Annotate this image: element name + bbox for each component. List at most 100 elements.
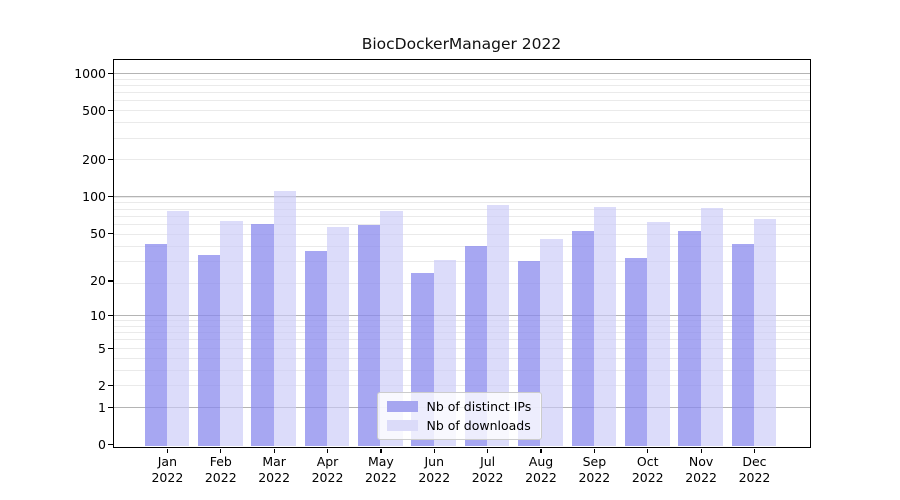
x-tick-label: Feb 2022	[204, 454, 237, 485]
bar-downloads-nov	[700, 207, 723, 447]
y-tick-mark	[108, 384, 113, 387]
x-tick-label: May 2022	[364, 454, 397, 485]
minor-grid-line	[113, 208, 810, 210]
minor-grid-line	[113, 78, 810, 80]
bar-downloads-jul	[487, 204, 510, 447]
x-tick-label: Oct 2022	[631, 454, 664, 485]
y-tick-mark	[108, 315, 113, 317]
x-tick-mark	[326, 448, 329, 453]
y-tick-label: 200	[82, 152, 106, 168]
x-tick-mark	[753, 448, 756, 453]
major-grid-line	[113, 72, 810, 74]
x-tick-mark	[433, 448, 435, 453]
x-tick-mark	[166, 448, 169, 453]
minor-grid-line	[113, 84, 810, 86]
legend-label-downloads: Nb of downloads	[426, 417, 531, 433]
x-tick-label: Jul 2022	[471, 454, 504, 485]
bar-downloads-may	[380, 210, 403, 447]
bar-distinct-ips-mar	[251, 224, 274, 447]
minor-grid-line	[113, 347, 810, 349]
y-tick-label: 20	[90, 273, 106, 289]
bar-downloads-aug	[540, 239, 563, 447]
minor-grid-line	[113, 332, 810, 334]
bar-downloads-oct	[647, 222, 670, 447]
bar-downloads-dec	[753, 218, 777, 447]
bar-distinct-ips-sep	[571, 230, 594, 447]
y-tick-label: 5	[98, 340, 106, 356]
y-tick-mark	[108, 347, 113, 349]
x-tick-mark	[593, 448, 596, 453]
y-tick-mark	[108, 406, 113, 408]
x-tick-label: Apr 2022	[311, 454, 344, 485]
bar-downloads-mar	[273, 190, 296, 447]
y-tick-mark	[108, 195, 113, 198]
x-tick-label: Dec 2022	[738, 454, 771, 485]
minor-grid-line	[113, 202, 810, 204]
grid-layer	[113, 60, 810, 447]
x-tick-label: Nov 2022	[685, 454, 717, 485]
x-tick-label: Mar 2022	[258, 454, 291, 485]
y-tick-label: 1	[98, 399, 106, 415]
minor-grid-line	[113, 122, 810, 124]
bars-layer	[114, 60, 810, 447]
minor-grid-line	[113, 137, 810, 139]
legend-item-downloads: Nb of downloads	[386, 417, 532, 433]
bar-downloads-feb	[220, 220, 243, 447]
x-tick-mark	[647, 448, 649, 453]
bar-distinct-ips-oct	[624, 257, 648, 447]
minor-grid-line	[113, 245, 810, 247]
chart-title: BiocDockerManager 2022	[361, 35, 562, 53]
y-tick-label: 500	[82, 103, 106, 119]
bar-distinct-ips-may	[358, 224, 381, 447]
bar-distinct-ips-jan	[144, 244, 167, 447]
y-tick-label: 50	[90, 225, 106, 241]
y-tick-label: 10	[90, 308, 106, 324]
minor-grid-line	[113, 283, 810, 285]
major-grid-line	[113, 196, 810, 198]
bar-distinct-ips-dec	[731, 244, 754, 447]
y-tick-mark	[108, 158, 113, 161]
minor-grid-line	[113, 110, 810, 112]
legend-label-distinct-ips: Nb of distinct IPs	[426, 398, 532, 414]
x-tick-mark	[220, 448, 222, 453]
x-tick-label: Jan 2022	[151, 454, 184, 485]
y-tick-mark	[108, 280, 113, 282]
x-tick-label: Aug 2022	[525, 454, 557, 485]
bar-distinct-ips-feb	[197, 254, 221, 447]
x-tick-mark	[700, 448, 702, 453]
bar-downloads-apr	[327, 226, 350, 447]
minor-grid-line	[113, 224, 810, 226]
y-tick-mark	[108, 443, 113, 446]
y-tick-label: 2	[98, 377, 106, 393]
x-tick-mark	[380, 448, 382, 453]
x-tick-mark	[487, 448, 489, 453]
y-tick-mark	[108, 109, 113, 112]
minor-grid-line	[113, 357, 810, 359]
bar-distinct-ips-nov	[678, 230, 701, 447]
minor-grid-line	[113, 233, 810, 235]
minor-grid-line	[113, 215, 810, 217]
legend-swatch-downloads	[386, 419, 418, 431]
y-tick-mark	[108, 72, 113, 75]
minor-grid-line	[113, 320, 810, 322]
x-tick-mark	[540, 448, 542, 453]
y-tick-label: 100	[82, 189, 106, 205]
y-tick-mark	[108, 232, 113, 234]
x-tick-mark	[273, 448, 275, 453]
minor-grid-line	[113, 100, 810, 102]
y-tick-label: 0	[98, 437, 106, 452]
minor-grid-line	[113, 92, 810, 94]
minor-grid-line	[113, 369, 810, 371]
minor-grid-line	[113, 384, 810, 386]
legend-swatch-distinct-ips	[386, 400, 418, 412]
plot-area: Nb of distinct IPs Nb of downloads	[112, 58, 811, 448]
bar-downloads-jan	[166, 211, 190, 447]
minor-grid-line	[113, 196, 810, 198]
minor-grid-line	[113, 159, 810, 161]
legend: Nb of distinct IPs Nb of downloads	[376, 391, 543, 440]
bar-downloads-sep	[593, 206, 617, 447]
legend-item-distinct-ips: Nb of distinct IPs	[386, 398, 532, 414]
major-grid-line	[113, 315, 810, 317]
y-tick-label: 1000	[74, 65, 106, 81]
